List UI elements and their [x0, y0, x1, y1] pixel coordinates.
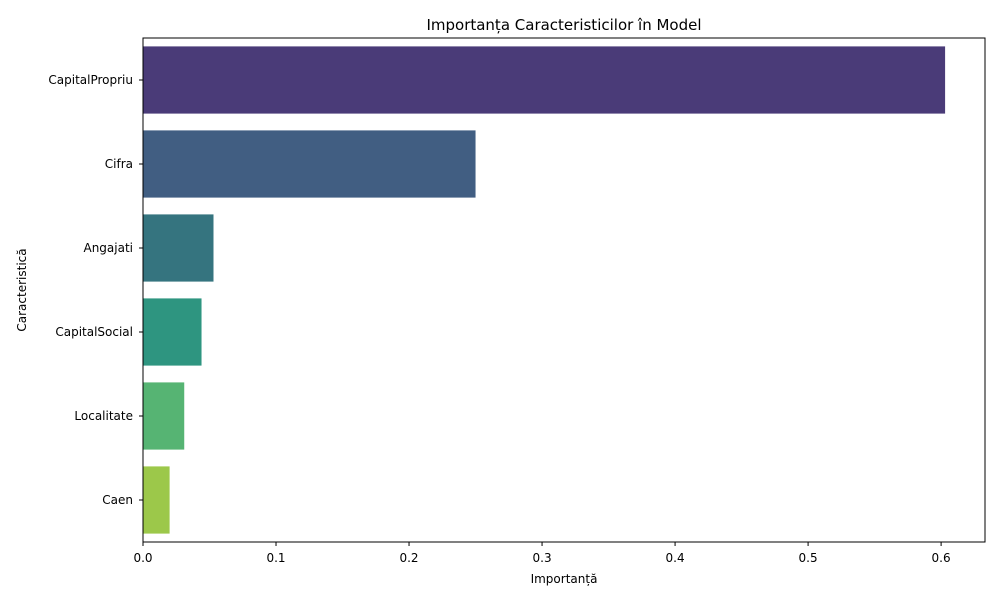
x-tick-label: 0.4 — [666, 551, 685, 565]
x-tick-label: 0.3 — [533, 551, 552, 565]
y-ticks-group: CapitalPropriu Cifra Angajati CapitalSocial… — [48, 73, 143, 507]
x-axis-label: Importanță — [531, 572, 598, 586]
y-axis-label: Caracteristică — [15, 248, 29, 331]
y-tick-label: CapitalSocial — [55, 325, 133, 339]
bar-caen — [143, 466, 170, 534]
y-tick-label: Caen — [102, 493, 133, 507]
x-tick-label: 0.1 — [266, 551, 285, 565]
x-tick-label: 0.6 — [932, 551, 951, 565]
y-tick-label: CapitalPropriu — [48, 73, 133, 87]
y-tick-label: Cifra — [105, 157, 133, 171]
bar-localitate — [143, 382, 185, 450]
bar-cifra — [143, 130, 476, 198]
y-tick-label: Angajati — [83, 241, 133, 255]
x-tick-label: 0.2 — [399, 551, 418, 565]
x-tick-label: 0.5 — [799, 551, 818, 565]
x-ticks-group: 0.0 0.1 0.2 0.3 0.4 0.5 0.6 — [133, 542, 951, 565]
bars-group — [143, 46, 946, 534]
y-tick-label: Localitate — [74, 409, 133, 423]
bar-capitalpropriu — [143, 46, 946, 114]
plot-area-frame — [142, 37, 986, 543]
bar-capitalsocial — [143, 298, 202, 366]
x-tick-label: 0.0 — [133, 551, 152, 565]
bar-angajati — [143, 214, 214, 282]
chart-title: Importanța Caracteristicilor în Model — [426, 16, 701, 34]
